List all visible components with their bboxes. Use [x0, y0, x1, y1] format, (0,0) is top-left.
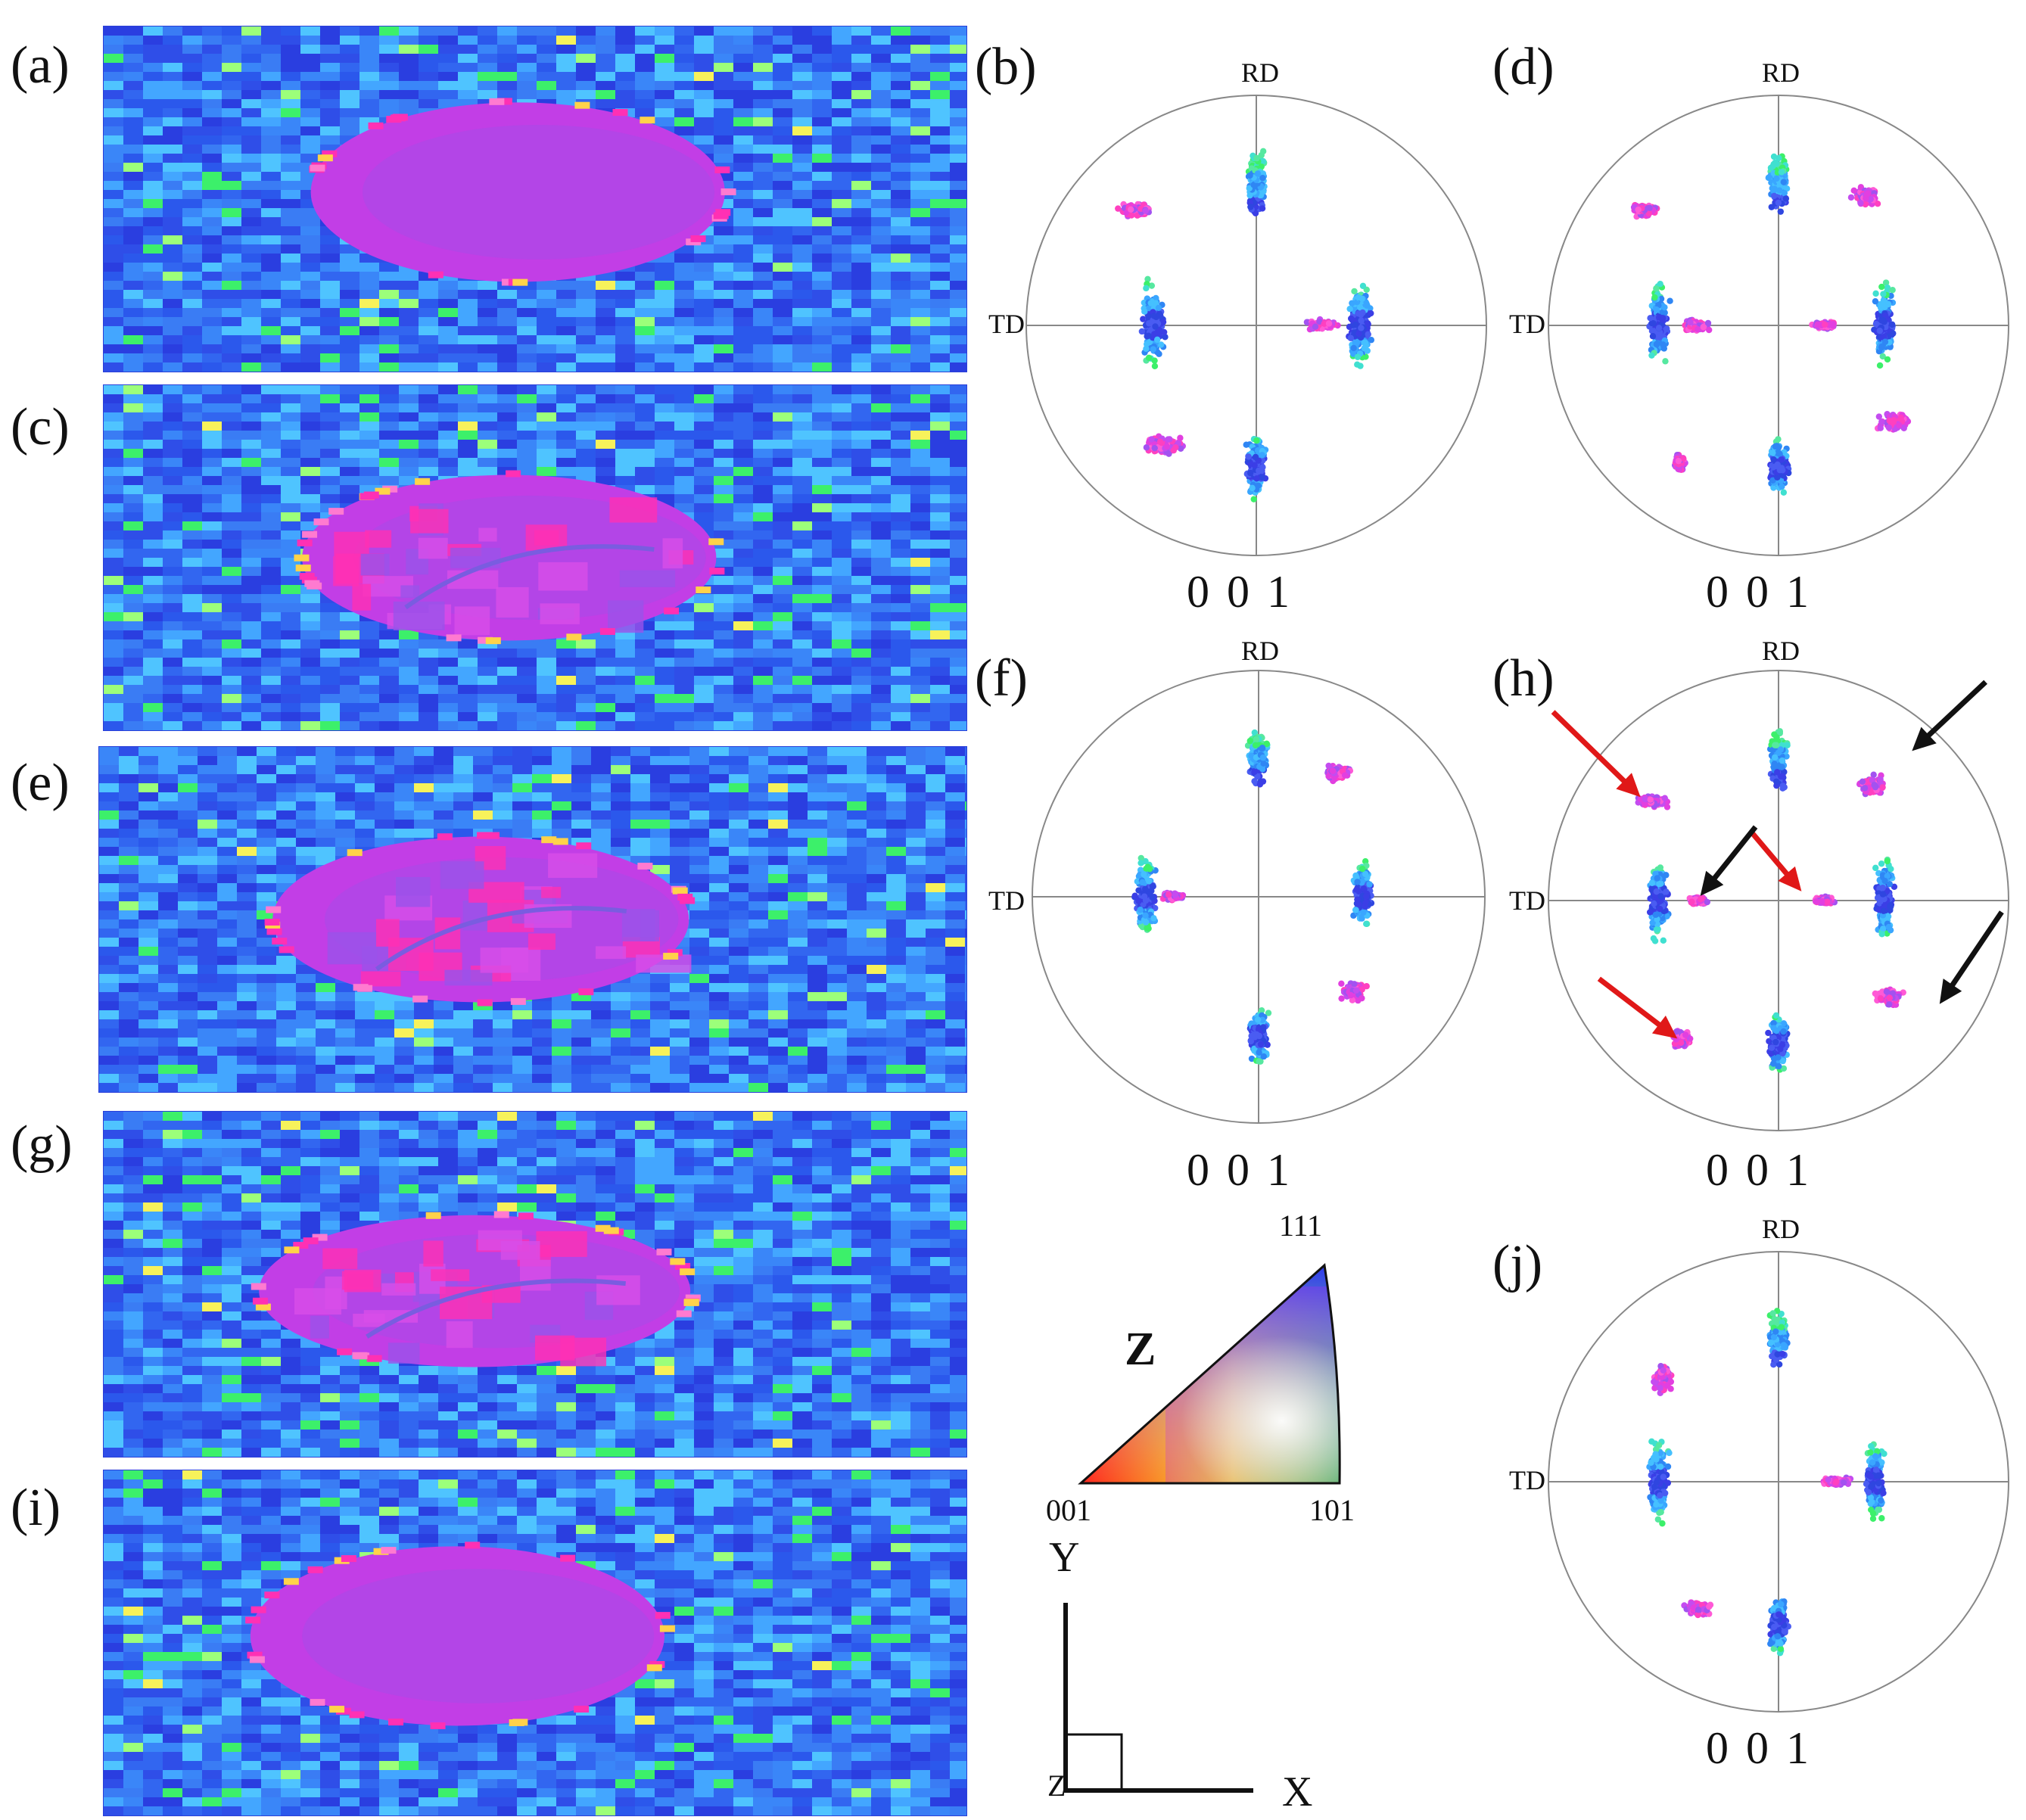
- axis-label-x: X: [1282, 1769, 1313, 1815]
- pole-figure-h: [1544, 666, 2013, 1135]
- ipf-triangle: [1078, 1263, 1341, 1485]
- pole-figure-d: [1544, 91, 2013, 560]
- td-label-f: TD: [988, 885, 1025, 916]
- ipf-label-111: 111: [1279, 1209, 1323, 1243]
- orientation-map-i: [103, 1470, 967, 1816]
- panel-label-e: (e): [11, 754, 70, 812]
- ipf-color-key: [1075, 1256, 1362, 1498]
- pole-index-h: 0 0 1: [1706, 1145, 1812, 1195]
- orientation-map-c: [103, 384, 967, 731]
- panel-label-c: (c): [11, 398, 70, 456]
- pole-figure-j: [1544, 1247, 2013, 1716]
- panel-label-j: (j): [1492, 1235, 1543, 1293]
- ipf-direction-label: Z: [1125, 1324, 1156, 1375]
- pole-index-f: 0 0 1: [1187, 1145, 1293, 1195]
- td-label-b: TD: [988, 309, 1025, 339]
- pole-figure-f: [1028, 666, 1489, 1128]
- panel-label-h: (h): [1492, 649, 1555, 708]
- td-label-j: TD: [1509, 1465, 1545, 1495]
- orientation-map-a: [103, 26, 967, 372]
- pole-index-j: 0 0 1: [1706, 1723, 1812, 1773]
- rd-label-d: RD: [1762, 58, 1800, 88]
- panel-label-g: (g): [11, 1115, 73, 1174]
- panel-label-d: (d): [1492, 38, 1555, 96]
- pole-figure-b: [1022, 91, 1491, 560]
- rd-label-f: RD: [1241, 636, 1280, 666]
- ipf-label-101: 101: [1309, 1493, 1355, 1527]
- td-label-d: TD: [1509, 309, 1545, 339]
- axis-label-y: Y: [1049, 1534, 1080, 1581]
- ipf-label-001: 001: [1046, 1493, 1091, 1527]
- orientation-map-e: [98, 746, 967, 1093]
- td-label-h: TD: [1509, 885, 1545, 916]
- axis-label-z: Z: [1047, 1769, 1066, 1803]
- rd-label-h: RD: [1762, 636, 1800, 666]
- rd-label-b: RD: [1241, 58, 1280, 88]
- sample-axes: [1044, 1589, 1271, 1816]
- pole-index-b: 0 0 1: [1187, 567, 1293, 617]
- panel-label-i: (i): [11, 1479, 61, 1537]
- pole-index-d: 0 0 1: [1706, 567, 1812, 617]
- panel-label-b: (b): [975, 38, 1037, 96]
- orientation-map-g: [103, 1111, 967, 1458]
- panel-label-f: (f): [975, 649, 1028, 708]
- panel-label-a: (a): [11, 36, 70, 95]
- rd-label-j: RD: [1762, 1214, 1800, 1244]
